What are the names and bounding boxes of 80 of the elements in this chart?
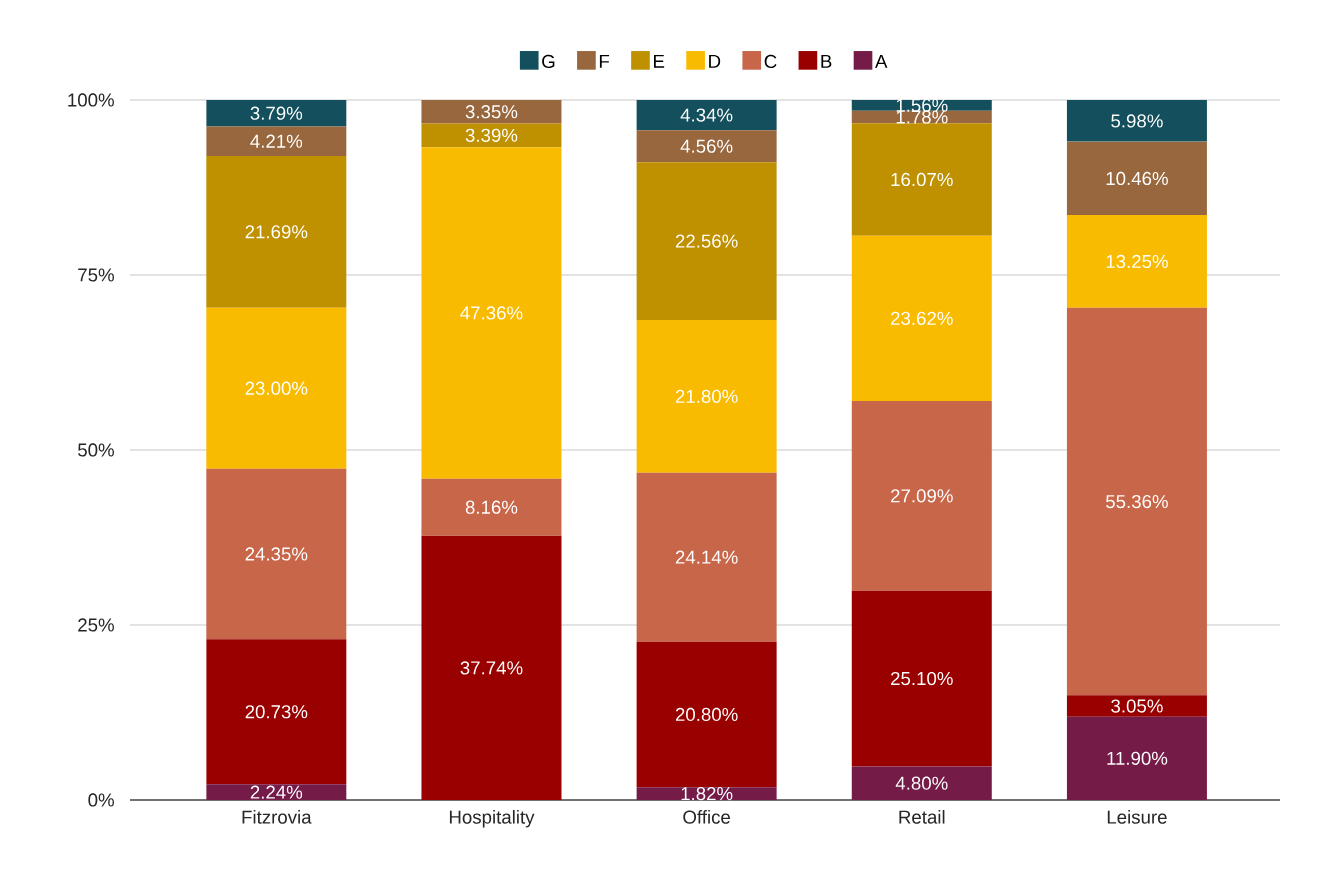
bar	[636, 320, 777, 473]
legend-label: B	[821, 54, 832, 68]
bar	[1066, 695, 1207, 717]
data-label: 22.56%	[675, 234, 738, 248]
bar	[636, 641, 777, 788]
data-label: 4.56%	[680, 139, 733, 153]
data-label: 3.39%	[465, 128, 518, 142]
bar	[636, 162, 777, 321]
bar	[421, 123, 562, 148]
bar	[851, 401, 992, 591]
data-label: 25.10%	[891, 671, 953, 686]
data-label: 10.46%	[1106, 171, 1168, 186]
y-tick-label: 75%	[78, 268, 114, 282]
data-label: 1.82%	[681, 786, 733, 801]
data-label: 21.69%	[245, 225, 308, 239]
data-label: 23.00%	[245, 381, 308, 395]
bar	[1066, 141, 1207, 216]
bar	[421, 147, 562, 479]
data-label: 16.07%	[891, 172, 953, 187]
bar	[421, 99, 562, 124]
legend-label: D	[709, 54, 721, 68]
y-tick-label: 0%	[88, 793, 114, 807]
bar	[636, 130, 777, 163]
bar	[206, 639, 347, 785]
legend-label: C	[764, 54, 777, 69]
bar	[421, 478, 562, 536]
data-label: 4.21%	[250, 134, 303, 148]
data-label: 20.80%	[675, 707, 738, 722]
data-label: 4.80%	[895, 776, 948, 790]
data-label: 11.90%	[1107, 751, 1168, 765]
bar	[851, 235, 992, 402]
bar	[636, 99, 777, 131]
data-label: 8.16%	[465, 500, 518, 514]
bar	[206, 126, 347, 156]
data-label: 3.35%	[465, 105, 518, 119]
data-label: 55.36%	[1106, 494, 1168, 509]
bar	[1066, 307, 1207, 696]
x-tick-label: Retail	[899, 810, 945, 824]
bar	[206, 155, 347, 308]
data-label: 5.98%	[1111, 114, 1163, 128]
bar	[851, 590, 992, 767]
data-label: 47.36%	[460, 306, 523, 320]
data-label: 1.56%	[896, 98, 948, 112]
data-label: 21.80%	[675, 389, 738, 403]
data-label: 24.35%	[245, 547, 308, 561]
bar	[636, 472, 777, 642]
data-label: 27.09%	[891, 489, 953, 503]
bar	[1066, 716, 1207, 800]
x-tick-label: Leisure	[1107, 810, 1167, 824]
data-label: 20.73%	[245, 705, 308, 719]
data-label: 24.14%	[675, 550, 738, 564]
data-label: 13.25%	[1106, 254, 1168, 269]
bar	[851, 123, 992, 236]
y-tick-label: 100%	[68, 93, 114, 107]
legend-label: G	[542, 54, 555, 69]
data-label: 3.05%	[1111, 699, 1163, 713]
data-label: 2.24%	[250, 785, 303, 799]
bar	[206, 784, 347, 800]
x-tick-label: Hospitality	[449, 810, 535, 828]
legend-label: E	[654, 54, 665, 68]
legend-label: A	[875, 54, 888, 68]
x-tick-label: Fitzrovia	[242, 810, 312, 824]
legend-label: F	[599, 54, 610, 68]
x-tick-label: Office	[683, 810, 731, 824]
bar	[636, 787, 777, 800]
bar	[851, 766, 992, 800]
bar	[421, 535, 562, 800]
bar	[851, 99, 992, 111]
y-tick-label: 25%	[78, 618, 114, 632]
data-label: 4.34%	[680, 108, 733, 122]
data-label: 37.74%	[460, 661, 523, 675]
data-label: 23.62%	[891, 311, 953, 325]
bar	[1066, 99, 1207, 142]
bar	[206, 99, 347, 127]
bar	[206, 307, 347, 469]
data-label: 3.79%	[250, 106, 303, 120]
y-tick-label: 50%	[78, 443, 114, 457]
bar	[1066, 215, 1207, 308]
data-label: 1.78%	[896, 110, 948, 124]
bar	[206, 468, 347, 640]
